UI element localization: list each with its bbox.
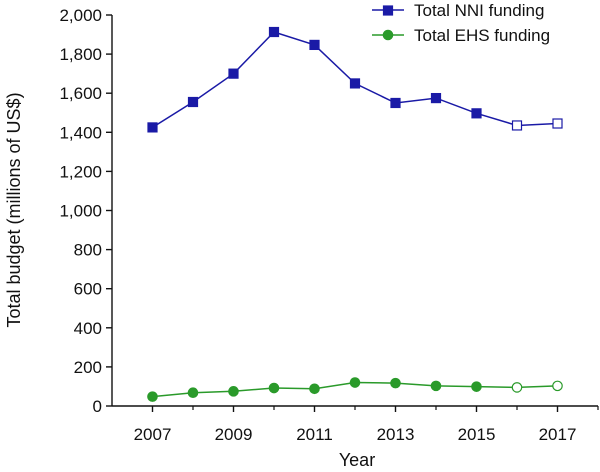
data-point: [187, 387, 199, 399]
y-tick-label: 800: [74, 241, 102, 260]
y-tick-label: 1,200: [59, 162, 102, 181]
x-tick-label: 2017: [539, 425, 577, 444]
legend-ehs-label: Total EHS funding: [414, 26, 550, 45]
y-tick-label: 1,400: [59, 123, 102, 142]
data-point: [552, 380, 563, 392]
data-point: [511, 120, 523, 131]
legend: Total NNI funding Total EHS funding: [372, 1, 550, 45]
series-ehs: [147, 377, 563, 402]
x-tick-label: 2011: [296, 425, 333, 444]
x-tick-label: 2013: [377, 425, 415, 444]
data-point: [471, 108, 482, 119]
data-point: [309, 383, 320, 395]
data-point: [187, 96, 199, 108]
axes: [111, 15, 598, 407]
y-axis-ticks: 0 200 400 600 800 1,000 1,200 1,400 1,600 1,800 2,…: [59, 6, 112, 416]
data-point: [390, 97, 401, 109]
data-point: [390, 377, 401, 389]
series-layer: [147, 26, 563, 402]
legend-nni-label: Total NNI funding: [414, 1, 544, 20]
data-point: [430, 92, 442, 104]
data-point: [552, 118, 563, 129]
y-tick-label: 200: [74, 358, 102, 377]
data-point: [430, 380, 442, 392]
y-tick-label: 0: [93, 397, 102, 416]
series-nni: [147, 26, 563, 133]
data-point: [349, 377, 361, 388]
data-point: [268, 26, 280, 38]
y-tick-label: 600: [74, 280, 102, 299]
data-point: [471, 381, 482, 392]
x-tick-label: 2015: [458, 425, 496, 444]
legend-ehs-marker: [382, 29, 394, 41]
data-point: [228, 386, 239, 397]
data-point: [147, 391, 158, 402]
legend-item-ehs: Total EHS funding: [372, 26, 550, 45]
y-tick-label: 1,800: [59, 45, 102, 64]
y-axis-title: Total budget (millions of US$): [4, 92, 24, 327]
y-tick-label: 2,000: [59, 6, 102, 25]
data-point: [268, 382, 280, 394]
y-tick-label: 1,000: [59, 202, 102, 221]
data-point: [511, 382, 523, 393]
legend-item-nni: Total NNI funding: [372, 1, 544, 20]
data-point: [228, 68, 239, 79]
data-point: [147, 122, 158, 133]
x-axis-ticks: 2007 2009 2011 2013 2015 2017: [134, 406, 599, 444]
legend-nni-marker: [382, 5, 394, 16]
x-tick-label: 2009: [215, 425, 253, 444]
data-point: [309, 39, 320, 51]
data-point: [349, 78, 361, 89]
x-axis-title: Year: [339, 450, 375, 470]
x-tick-label: 2007: [134, 425, 172, 444]
y-tick-label: 1,600: [59, 84, 102, 103]
y-tick-label: 400: [74, 319, 102, 338]
